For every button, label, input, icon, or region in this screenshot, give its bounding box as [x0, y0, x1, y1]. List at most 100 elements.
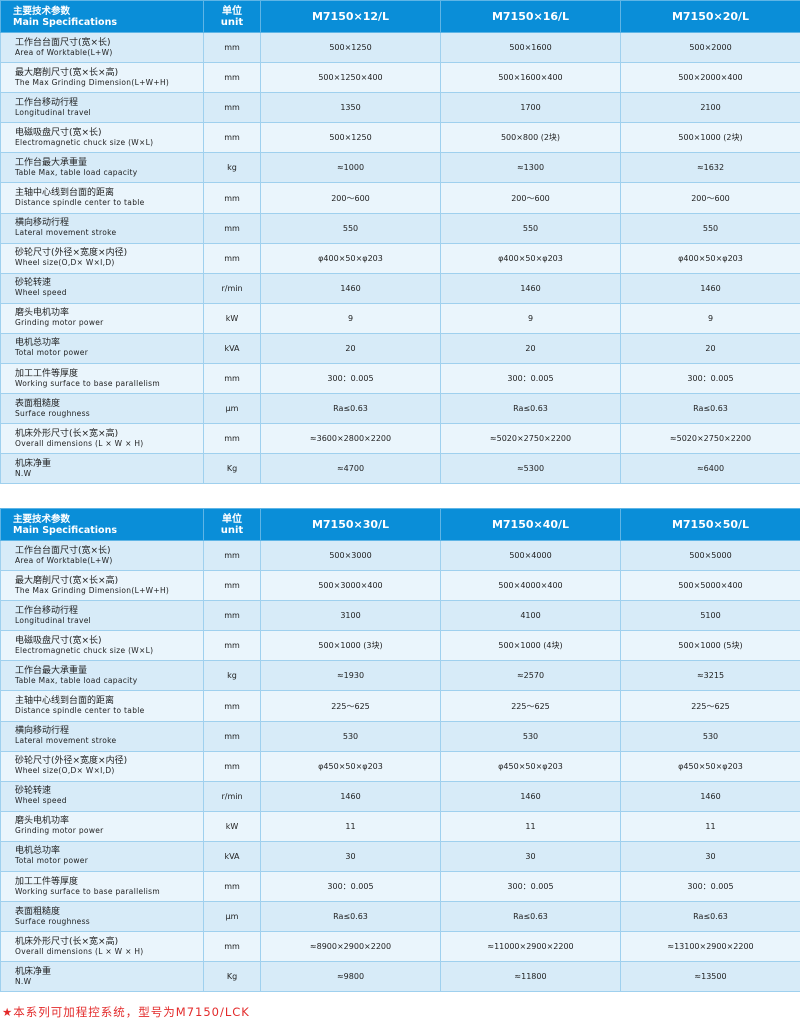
- value-cell: 225～625: [620, 690, 800, 722]
- value-cell: 500×1250×400: [260, 62, 441, 94]
- table-row: 最大磨削尺寸(宽×长×高) The Max Grinding Dimension(…: [0, 62, 800, 94]
- value-cell: 500×4000: [440, 539, 621, 572]
- unit-cell: mm: [203, 363, 261, 395]
- value-cell: 500×1000 (4块): [440, 630, 621, 662]
- unit-cell: mm: [203, 630, 261, 662]
- unit-cell: mm: [203, 690, 261, 722]
- value-cell: 1460: [440, 272, 621, 304]
- unit-header: 单位 unit: [203, 0, 261, 33]
- unit-cell: mm: [203, 122, 261, 154]
- model-header: M7150×20/L: [620, 0, 800, 33]
- table-row: 机床净重 N.W Kg ≈9800 ≈11800 ≈13500: [0, 961, 800, 993]
- value-cell: 300：0.005: [440, 871, 621, 903]
- value-cell: ≈13100×2900×2200: [620, 931, 800, 963]
- value-cell: 20: [440, 332, 621, 365]
- model-header: M7150×30/L: [260, 508, 441, 541]
- spec-label: 最大磨削尺寸(宽×长×高) The Max Grinding Dimension(…: [0, 62, 204, 94]
- value-cell: 1460: [260, 272, 441, 304]
- value-cell: 9: [260, 302, 441, 334]
- value-cell: 20: [620, 332, 800, 365]
- spec-label: 磨头电机功率 Grinding motor power: [0, 302, 204, 334]
- unit-cell: Kg: [203, 961, 261, 993]
- table-row: 表面粗糙度 Surface roughness μm Ra≤0.63 Ra≤0.63 Ra…: [0, 901, 800, 933]
- unit-cell: kVA: [203, 332, 261, 365]
- value-cell: φ450×50×φ203: [260, 750, 441, 782]
- table-row: 横向移动行程 Lateral movement stroke mm 530 530 530: [0, 720, 800, 752]
- unit-cell: kW: [203, 810, 261, 842]
- table-row: 电磁吸盘尺寸(宽×长) Electromagnetic chuck size (W…: [0, 630, 800, 662]
- value-cell: 300：0.005: [260, 363, 441, 395]
- value-cell: 500×1600×400: [440, 62, 621, 94]
- unit-cell: kg: [203, 152, 261, 184]
- table-row: 电磁吸盘尺寸(宽×长) Electromagnetic chuck size (W…: [0, 122, 800, 154]
- value-cell: 500×3000: [260, 539, 441, 572]
- value-cell: 20: [260, 332, 441, 365]
- model-header: M7150×16/L: [440, 0, 621, 33]
- spec-label: 砂轮尺寸(外径×宽度×内径) Wheel size(O,D× W×I,D): [0, 750, 204, 782]
- value-cell: 530: [260, 720, 441, 752]
- value-cell: 530: [440, 720, 621, 752]
- value-cell: ≈5020×2750×2200: [440, 423, 621, 455]
- spec-label: 主轴中心线到台面的距离 Distance spindle center to ta…: [0, 182, 204, 214]
- table-row: 主轴中心线到台面的距离 Distance spindle center to ta…: [0, 182, 800, 214]
- value-cell: 200～600: [620, 182, 800, 214]
- unit-cell: mm: [203, 242, 261, 274]
- value-cell: 11: [260, 810, 441, 842]
- value-cell: 200～600: [440, 182, 621, 214]
- value-cell: 1460: [620, 780, 800, 812]
- value-cell: 4100: [440, 600, 621, 632]
- table-row: 砂轮尺寸(外径×宽度×内径) Wheel size(O,D× W×I,D) mm φ4…: [0, 750, 800, 782]
- spec-header: 主要技术参数 Main Specifications: [0, 508, 204, 541]
- value-cell: 500×2000: [620, 31, 800, 64]
- value-cell: 550: [620, 212, 800, 244]
- spec-label: 电机总功率 Total motor power: [0, 332, 204, 365]
- value-cell: ≈3215: [620, 660, 800, 692]
- unit-cell: mm: [203, 62, 261, 94]
- value-cell: 500×1000 (3块): [260, 630, 441, 662]
- value-cell: 500×1250: [260, 122, 441, 154]
- value-cell: 300：0.005: [620, 871, 800, 903]
- spec-label: 表面粗糙度 Surface roughness: [0, 901, 204, 933]
- value-cell: 550: [440, 212, 621, 244]
- spec-label: 工作台台面尺寸(宽×长) Area of Worktable(L+W): [0, 31, 204, 64]
- spec-table-1: 主要技术参数 Main Specifications 单位 unit M7150×12/…: [0, 0, 800, 485]
- unit-cell: kW: [203, 302, 261, 334]
- spec-label: 横向移动行程 Lateral movement stroke: [0, 212, 204, 244]
- unit-cell: r/min: [203, 780, 261, 812]
- value-cell: 200～600: [260, 182, 441, 214]
- table-row: 加工工件等厚度 Working surface to base paralleli…: [0, 871, 800, 903]
- unit-cell: mm: [203, 182, 261, 214]
- unit-cell: mm: [203, 212, 261, 244]
- table-row: 砂轮转速 Wheel speed r/min 1460 1460 1460: [0, 780, 800, 812]
- spec-label: 表面粗糙度 Surface roughness: [0, 393, 204, 425]
- value-cell: 300：0.005: [260, 871, 441, 903]
- table-row: 机床外形尺寸(长×宽×高) Overall dimensions (L × W ×…: [0, 931, 800, 963]
- value-cell: 500×2000×400: [620, 62, 800, 94]
- spec-label: 工作台最大承重量 Table Max, table load capacity: [0, 152, 204, 184]
- table-row: 磨头电机功率 Grinding motor power kW 11 11 11: [0, 810, 800, 842]
- spec-label: 工作台移动行程 Longitudinal travel: [0, 600, 204, 632]
- spec-label: 电磁吸盘尺寸(宽×长) Electromagnetic chuck size (W…: [0, 630, 204, 662]
- spec-label: 机床外形尺寸(长×宽×高) Overall dimensions (L × W ×…: [0, 931, 204, 963]
- unit-cell: mm: [203, 750, 261, 782]
- value-cell: 300：0.005: [440, 363, 621, 395]
- value-cell: 1460: [440, 780, 621, 812]
- spec-label: 主轴中心线到台面的距离 Distance spindle center to ta…: [0, 690, 204, 722]
- value-cell: φ450×50×φ203: [620, 750, 800, 782]
- unit-header: 单位 unit: [203, 508, 261, 541]
- value-cell: 5100: [620, 600, 800, 632]
- value-cell: 2100: [620, 92, 800, 124]
- value-cell: 225～625: [260, 690, 441, 722]
- table-row: 工作台台面尺寸(宽×长) Area of Worktable(L+W) mm 500×…: [0, 31, 800, 64]
- model-header: M7150×12/L: [260, 0, 441, 33]
- value-cell: ≈5020×2750×2200: [620, 423, 800, 455]
- value-cell: Ra≤0.63: [620, 393, 800, 425]
- value-cell: 300：0.005: [620, 363, 800, 395]
- unit-cell: μm: [203, 901, 261, 933]
- unit-cell: kVA: [203, 840, 261, 873]
- table-row: 表面粗糙度 Surface roughness μm Ra≤0.63 Ra≤0.63 Ra…: [0, 393, 800, 425]
- value-cell: 530: [620, 720, 800, 752]
- header-row: 主要技术参数 Main Specifications 单位 unit M7150×12/…: [0, 0, 800, 33]
- value-cell: ≈11000×2900×2200: [440, 931, 621, 963]
- table-row: 工作台台面尺寸(宽×长) Area of Worktable(L+W) mm 500×…: [0, 539, 800, 572]
